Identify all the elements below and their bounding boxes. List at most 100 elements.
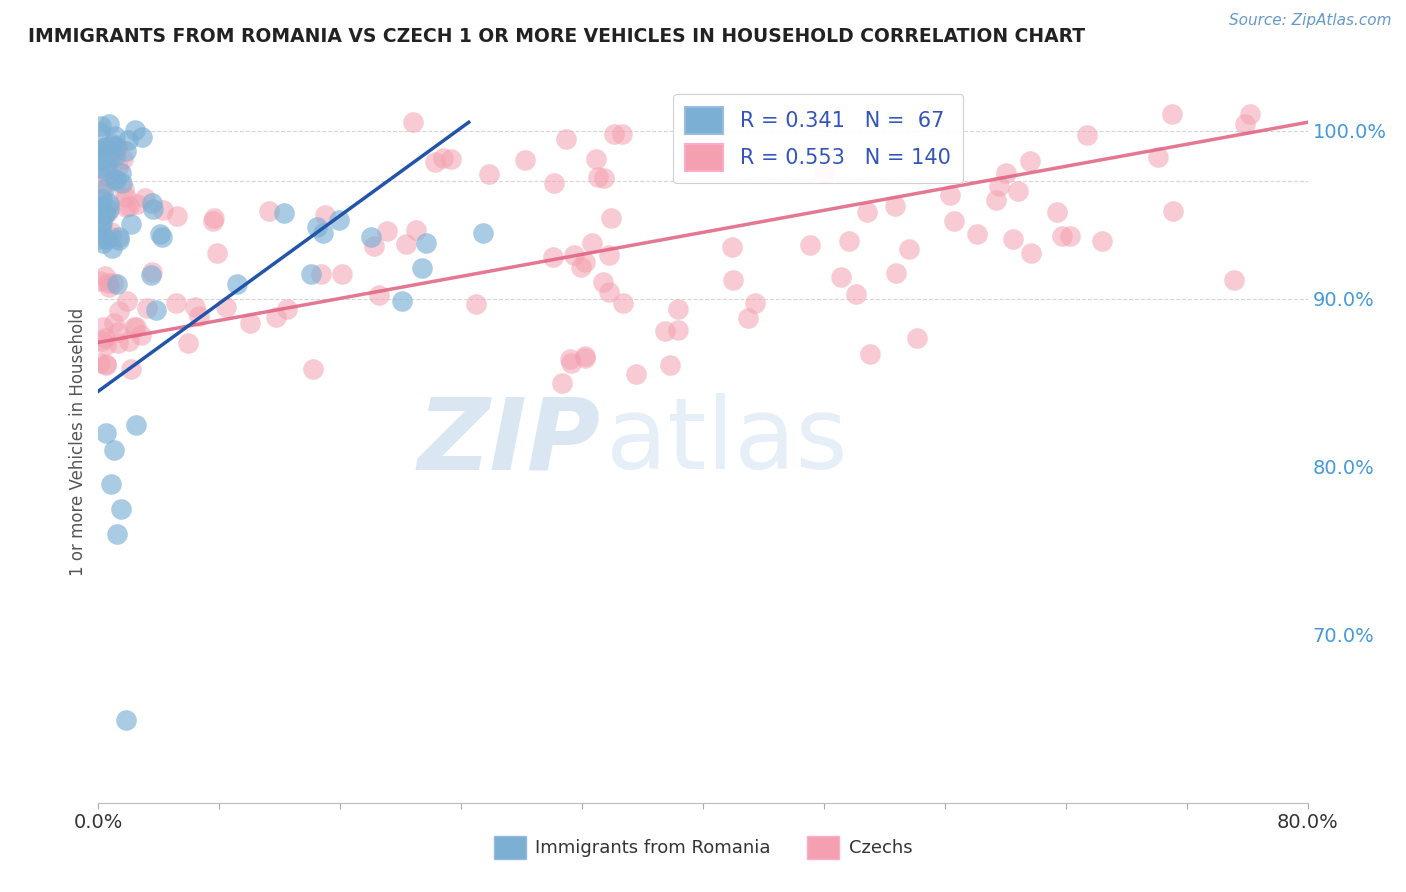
Point — [405, 223, 427, 237]
Point — [624, 368, 647, 382]
Point — [90, 200, 112, 214]
Point — [108, 230, 131, 244]
Point — [89, 220, 111, 235]
Point — [560, 356, 582, 370]
Point — [91, 200, 114, 214]
Point — [299, 268, 322, 282]
Point — [89, 144, 111, 158]
Point — [1007, 184, 1029, 198]
Point — [813, 166, 835, 180]
Point — [205, 246, 228, 260]
Point — [91, 319, 114, 334]
Point — [586, 169, 609, 184]
Point — [1161, 107, 1184, 121]
Point — [987, 178, 1010, 193]
Point — [114, 190, 136, 204]
Point — [737, 311, 759, 326]
Point — [104, 172, 127, 186]
Point — [666, 301, 689, 316]
Point — [574, 351, 596, 366]
Point — [225, 277, 247, 292]
Point — [1059, 228, 1081, 243]
Point — [129, 328, 152, 343]
Point — [90, 334, 112, 348]
Point — [593, 171, 616, 186]
Point — [136, 301, 159, 315]
Point — [89, 274, 111, 288]
Point — [98, 145, 121, 160]
Point — [363, 239, 385, 253]
Point — [104, 173, 127, 187]
Point — [112, 182, 135, 196]
Point — [90, 223, 112, 237]
Point — [1161, 203, 1184, 218]
Point — [105, 140, 128, 154]
Point — [215, 300, 238, 314]
Point — [104, 149, 127, 163]
Point — [110, 501, 132, 516]
Point — [402, 115, 425, 129]
Point — [855, 204, 877, 219]
Point — [994, 166, 1017, 180]
Point — [142, 202, 165, 216]
Point — [89, 143, 111, 157]
Point — [141, 265, 163, 279]
Point — [89, 232, 111, 246]
Text: atlas: atlas — [606, 393, 848, 490]
Point — [464, 297, 486, 311]
Point — [139, 268, 162, 282]
Point — [103, 317, 125, 331]
Legend: Immigrants from Romania, Czechs: Immigrants from Romania, Czechs — [486, 829, 920, 866]
Point — [603, 127, 626, 141]
Point — [91, 216, 114, 230]
Point — [118, 199, 141, 213]
Point — [115, 144, 138, 158]
Point — [574, 255, 596, 269]
Point — [184, 300, 207, 314]
Point — [89, 153, 111, 167]
Point — [125, 320, 148, 334]
Point — [264, 310, 287, 325]
Point — [276, 301, 298, 316]
Point — [90, 144, 112, 158]
Point — [108, 233, 131, 247]
Point — [551, 376, 574, 390]
Point — [1019, 245, 1042, 260]
Point — [585, 152, 607, 166]
Point — [375, 224, 398, 238]
Point — [89, 200, 111, 214]
Point — [94, 357, 117, 371]
Point — [118, 334, 141, 349]
Point — [312, 226, 335, 240]
Point — [966, 227, 988, 242]
Point — [141, 196, 163, 211]
Point — [107, 140, 129, 154]
Point — [100, 225, 122, 239]
Point — [115, 294, 138, 309]
Point — [478, 167, 501, 181]
Text: ZIP: ZIP — [418, 393, 600, 490]
Point — [90, 218, 112, 232]
Point — [89, 201, 111, 215]
Point — [472, 226, 495, 240]
Point — [513, 153, 536, 168]
Point — [1018, 153, 1040, 168]
Point — [108, 304, 131, 318]
Point — [125, 417, 148, 432]
Point — [830, 270, 852, 285]
Point — [1046, 204, 1069, 219]
Point — [150, 230, 173, 244]
Point — [104, 128, 127, 143]
Point — [110, 166, 132, 180]
Point — [984, 193, 1007, 207]
Point — [543, 177, 565, 191]
Point — [360, 230, 382, 244]
Point — [562, 247, 585, 261]
Point — [114, 200, 136, 214]
Point — [100, 149, 122, 163]
Point — [897, 242, 920, 256]
Point — [124, 123, 146, 137]
Point — [114, 714, 136, 728]
Point — [1052, 229, 1074, 244]
Point — [574, 349, 596, 363]
